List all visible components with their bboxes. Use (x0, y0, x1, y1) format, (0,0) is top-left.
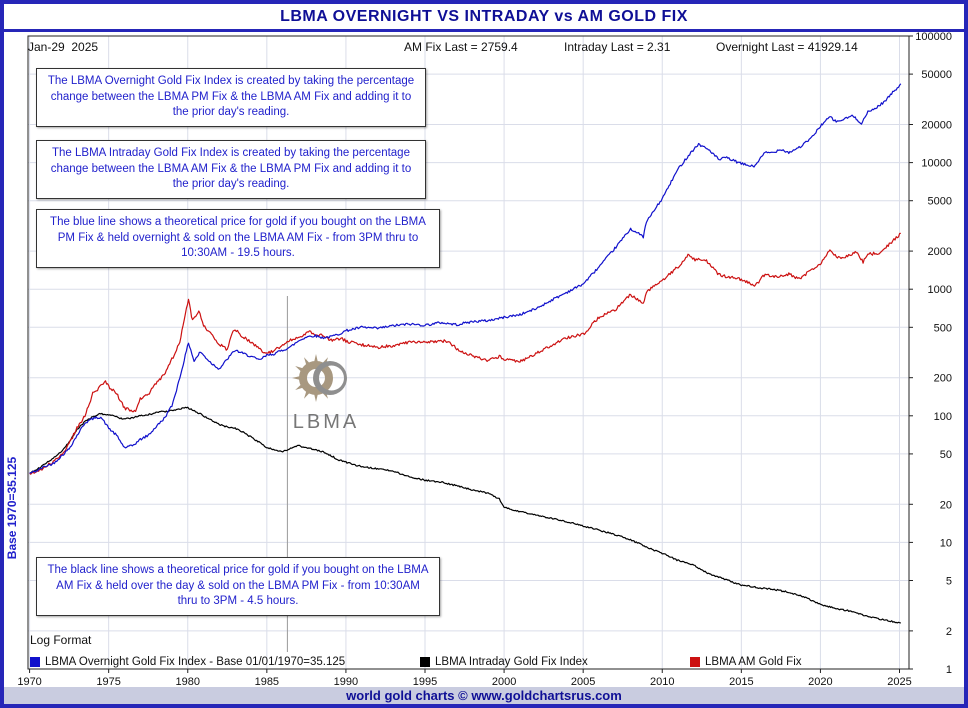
lbma-watermark-text: LBMA (292, 411, 360, 433)
amfix-legend-label: LBMA AM Gold Fix (705, 656, 802, 668)
svg-text:20: 20 (940, 499, 952, 511)
svg-text:20000: 20000 (921, 119, 952, 131)
chart-title-bar: LBMA OVERNIGHT VS INTRADAY vs AM GOLD FI… (4, 4, 964, 32)
footer-credit: world gold charts © www.goldchartsrus.co… (346, 688, 622, 703)
svg-text:1985: 1985 (255, 676, 279, 688)
lbma-watermark: LBMA (288, 348, 364, 434)
svg-text:1970: 1970 (17, 676, 41, 688)
svg-text:10: 10 (940, 537, 952, 549)
svg-text:1: 1 (946, 664, 952, 676)
am-fix-last-label: AM Fix Last = 2759.4 (404, 40, 518, 54)
svg-text:5000: 5000 (928, 196, 952, 208)
svg-text:2: 2 (946, 626, 952, 638)
intraday-legend-swatch (420, 657, 430, 667)
svg-text:1995: 1995 (413, 676, 437, 688)
footer-bar: world gold charts © www.goldchartsrus.co… (4, 687, 964, 704)
chart-area: 1 2 5 10 20 50 100 200 500 1000 2000 5000 10000 20000… (4, 4, 964, 704)
page-title: LBMA OVERNIGHT VS INTRADAY vs AM GOLD FI… (280, 7, 688, 25)
svg-text:2025: 2025 (887, 676, 911, 688)
svg-text:1975: 1975 (96, 676, 120, 688)
svg-text:200: 200 (934, 373, 952, 385)
note-blue-line: The blue line shows a theoretical price … (36, 209, 440, 268)
overnight-legend-swatch (30, 657, 40, 667)
svg-text:50: 50 (940, 449, 952, 461)
svg-text:2015: 2015 (729, 676, 753, 688)
svg-text:2010: 2010 (650, 676, 674, 688)
svg-text:500: 500 (934, 322, 952, 334)
lbma-sun-icon (292, 354, 347, 402)
note-intraday-definition: The LBMA Intraday Gold Fix Index is crea… (36, 140, 426, 199)
legend-item-intraday: LBMA Intraday Gold Fix Index (420, 656, 588, 668)
log-format-label: Log Format (30, 633, 92, 647)
svg-text:1000: 1000 (928, 284, 952, 296)
svg-text:2005: 2005 (571, 676, 595, 688)
intraday-legend-label: LBMA Intraday Gold Fix Index (435, 656, 588, 668)
legend-item-amfix: LBMA AM Gold Fix (690, 656, 802, 668)
note-black-line: The black line shows a theoretical price… (36, 557, 440, 616)
intraday-last-label: Intraday Last = 2.31 (564, 40, 671, 54)
overnight-legend-label: LBMA Overnight Gold Fix Index - Base 01/… (45, 656, 346, 668)
overnight-last-label: Overnight Last = 41929.14 (716, 40, 858, 54)
y-axis-base-label: Base 1970=35.125 (5, 456, 19, 560)
legend-item-overnight: LBMA Overnight Gold Fix Index - Base 01/… (30, 656, 345, 668)
svg-text:2000: 2000 (492, 676, 516, 688)
amfix-legend-swatch (690, 657, 700, 667)
svg-text:1980: 1980 (176, 676, 200, 688)
svg-text:50000: 50000 (921, 69, 952, 81)
svg-text:100000: 100000 (915, 31, 952, 43)
svg-text:2020: 2020 (808, 676, 832, 688)
note-overnight-definition: The LBMA Overnight Gold Fix Index is cre… (36, 68, 426, 127)
svg-text:2000: 2000 (928, 246, 952, 258)
svg-text:100: 100 (934, 411, 952, 423)
svg-text:1990: 1990 (334, 676, 358, 688)
svg-text:5: 5 (946, 576, 952, 588)
svg-text:10000: 10000 (921, 158, 952, 170)
date-label: Jan-29 2025 (28, 40, 99, 54)
